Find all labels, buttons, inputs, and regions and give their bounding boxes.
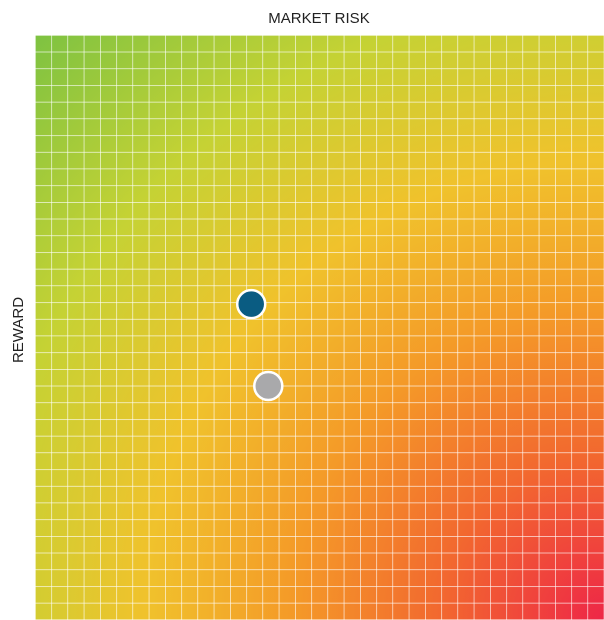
point bbox=[235, 288, 267, 320]
x-axis-label: MARKET RISK bbox=[268, 10, 369, 27]
cell-grid bbox=[35, 35, 604, 620]
y-axis-label: REWARD bbox=[10, 297, 27, 363]
point bbox=[253, 370, 284, 402]
